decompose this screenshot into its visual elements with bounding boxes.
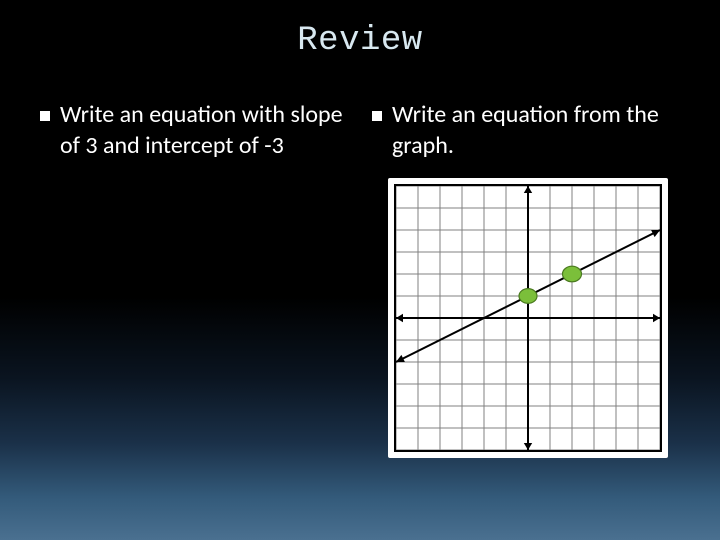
right-column: Write an equation from the graph. — [372, 100, 680, 161]
bullet-text-left: Write an equation with slope of 3 and in… — [60, 100, 348, 161]
left-column: Write an equation with slope of 3 and in… — [40, 100, 348, 161]
bullet-text-right: Write an equation from the graph. — [392, 100, 680, 161]
slide-title: Review — [0, 22, 720, 60]
content-columns: Write an equation with slope of 3 and in… — [40, 100, 680, 161]
bullet-marker-icon — [372, 111, 382, 121]
graph-container — [388, 178, 668, 458]
bullet-marker-icon — [40, 111, 50, 121]
bullet-item: Write an equation with slope of 3 and in… — [40, 100, 348, 161]
coordinate-graph — [396, 186, 660, 450]
bullet-item: Write an equation from the graph. — [372, 100, 680, 161]
slide: Review Write an equation with slope of 3… — [0, 0, 720, 540]
graph-plot-area — [394, 184, 662, 452]
